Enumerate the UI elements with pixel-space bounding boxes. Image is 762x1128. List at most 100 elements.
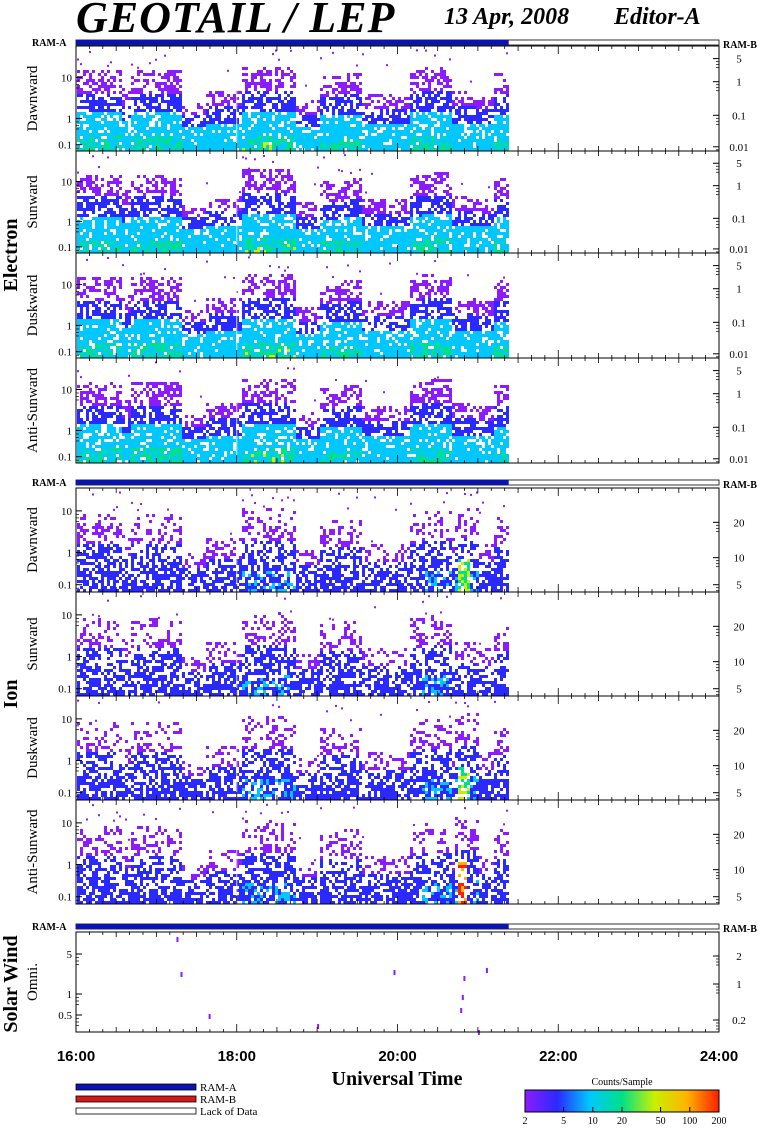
heatmap-cell bbox=[131, 130, 134, 133]
heatmap-cell bbox=[83, 346, 86, 349]
heatmap-cell bbox=[440, 142, 443, 145]
heatmap-cell bbox=[395, 238, 398, 241]
heatmap-cell bbox=[140, 196, 143, 199]
heatmap-cell bbox=[86, 208, 89, 211]
heatmap-cell bbox=[506, 211, 509, 214]
heatmap-cell bbox=[425, 187, 428, 190]
heatmap-cell bbox=[269, 199, 272, 202]
heatmap-cell bbox=[440, 172, 443, 175]
heatmap-cell bbox=[485, 226, 488, 229]
heatmap-cell bbox=[332, 238, 335, 241]
heatmap-cell bbox=[146, 145, 149, 148]
heatmap-cell bbox=[410, 229, 413, 232]
heatmap-cell bbox=[368, 208, 371, 211]
heatmap-cell bbox=[104, 145, 107, 148]
right-tick-label: 0.1 bbox=[732, 213, 746, 225]
heatmap-cell bbox=[413, 223, 416, 226]
heatmap-cell bbox=[110, 211, 113, 214]
heatmap-cell bbox=[425, 229, 428, 232]
heatmap-cell bbox=[479, 247, 482, 250]
heatmap-cell bbox=[503, 178, 506, 181]
heatmap-cell bbox=[236, 211, 239, 214]
heatmap-cell bbox=[128, 235, 131, 238]
heatmap-cell bbox=[209, 121, 212, 124]
heatmap-cell bbox=[407, 139, 410, 142]
heatmap-cell bbox=[290, 232, 293, 235]
heatmap-cell bbox=[290, 109, 293, 112]
heatmap-cell bbox=[440, 73, 443, 76]
heatmap-cell bbox=[188, 211, 191, 214]
heatmap-cell bbox=[428, 148, 431, 151]
heatmap-cell bbox=[350, 109, 353, 112]
heatmap-cell bbox=[140, 232, 143, 235]
heatmap-cell bbox=[323, 156, 325, 159]
heatmap-cell bbox=[308, 214, 311, 217]
heatmap-cell bbox=[77, 91, 80, 94]
heatmap-cell bbox=[422, 244, 425, 247]
heatmap-cell bbox=[506, 118, 509, 121]
heatmap-cell bbox=[182, 214, 185, 217]
heatmap-cell bbox=[89, 139, 92, 142]
heatmap-cell bbox=[224, 118, 227, 121]
heatmap-cell bbox=[419, 73, 422, 76]
heatmap-cell bbox=[416, 244, 419, 247]
heatmap-cell bbox=[170, 229, 173, 232]
heatmap-cell bbox=[314, 145, 317, 148]
heatmap-cell bbox=[446, 139, 449, 142]
heatmap-cell bbox=[218, 124, 221, 127]
heatmap-cell bbox=[275, 88, 278, 91]
heatmap-cell bbox=[254, 232, 257, 235]
heatmap-cell bbox=[185, 217, 188, 220]
heatmap-cell bbox=[476, 109, 479, 112]
heatmap-cell bbox=[425, 235, 428, 238]
heatmap-cell bbox=[449, 106, 452, 109]
heatmap-cell bbox=[200, 130, 203, 133]
heatmap-cell bbox=[80, 178, 83, 181]
heatmap-cell bbox=[461, 196, 464, 199]
heatmap-cell bbox=[266, 91, 269, 94]
heatmap-cell bbox=[233, 145, 236, 148]
heatmap-cell bbox=[368, 121, 371, 124]
heatmap-cell bbox=[395, 133, 398, 136]
heatmap-cell bbox=[236, 229, 239, 232]
heatmap-cell bbox=[356, 133, 359, 136]
heatmap-cell bbox=[416, 178, 419, 181]
heatmap-cell bbox=[266, 142, 269, 145]
heatmap-cell bbox=[128, 247, 131, 250]
heatmap-cell bbox=[392, 103, 395, 106]
heatmap-cell bbox=[281, 133, 284, 136]
heatmap-cell bbox=[131, 136, 134, 139]
heatmap-cell bbox=[467, 211, 470, 214]
heatmap-cell bbox=[314, 217, 317, 220]
heatmap-cell bbox=[281, 136, 284, 139]
heatmap-cell bbox=[242, 208, 245, 211]
heatmap-cell bbox=[458, 106, 461, 109]
heatmap-cell bbox=[434, 238, 437, 241]
heatmap-cell bbox=[278, 112, 281, 115]
heatmap-cell bbox=[416, 241, 419, 244]
heatmap-cell bbox=[158, 85, 161, 88]
heatmap-cell bbox=[221, 100, 224, 103]
heatmap-cell bbox=[377, 208, 380, 211]
heatmap-cell bbox=[182, 130, 185, 133]
heatmap-cell bbox=[95, 229, 98, 232]
heatmap-cell bbox=[416, 85, 419, 88]
heatmap-cell bbox=[407, 124, 410, 127]
heatmap-cell bbox=[296, 229, 299, 232]
heatmap-cell bbox=[302, 115, 305, 118]
heatmap-cell bbox=[263, 103, 266, 106]
heatmap-cell bbox=[98, 241, 101, 244]
heatmap-cell bbox=[83, 277, 86, 280]
heatmap-cell bbox=[89, 103, 92, 106]
heatmap-cell bbox=[368, 199, 371, 202]
heatmap-cell bbox=[206, 112, 209, 115]
heatmap-cell bbox=[134, 79, 137, 82]
heatmap-cell bbox=[356, 139, 359, 142]
heatmap-cell bbox=[440, 82, 443, 85]
heatmap-cell bbox=[125, 136, 128, 139]
heatmap-cell bbox=[287, 211, 290, 214]
heatmap-cell bbox=[206, 103, 209, 106]
heatmap-cell bbox=[428, 79, 431, 82]
heatmap-cell bbox=[479, 145, 482, 148]
heatmap-cell bbox=[431, 148, 434, 151]
